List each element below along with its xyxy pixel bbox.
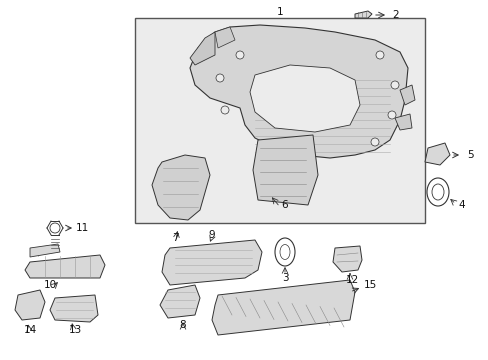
Polygon shape [394,114,411,130]
Text: 1: 1 [276,7,283,17]
Bar [135,18,424,223]
Text: 14: 14 [23,325,37,335]
Circle shape [387,111,395,119]
Circle shape [370,138,378,146]
Polygon shape [152,155,209,220]
Text: 12: 12 [345,275,358,285]
Polygon shape [190,25,407,158]
Text: 11: 11 [75,223,88,233]
Text: 8: 8 [179,320,186,330]
Polygon shape [252,135,317,205]
Circle shape [375,51,383,59]
Text: 6: 6 [281,200,288,210]
Text: 13: 13 [68,325,81,335]
Ellipse shape [426,178,448,206]
Polygon shape [25,255,105,278]
Circle shape [390,81,398,89]
Text: 5: 5 [466,150,472,160]
Text: 15: 15 [363,280,376,290]
Text: 2: 2 [392,10,399,20]
Polygon shape [162,240,262,285]
Circle shape [50,223,60,233]
Ellipse shape [274,238,294,266]
Polygon shape [212,280,354,335]
Polygon shape [399,85,414,105]
Polygon shape [424,143,449,165]
Polygon shape [190,32,215,65]
Text: 3: 3 [281,273,288,283]
Polygon shape [332,246,361,272]
Polygon shape [30,244,60,257]
Text: 10: 10 [43,280,57,290]
Text: 7: 7 [171,233,178,243]
Text: 4: 4 [458,200,465,210]
Ellipse shape [280,244,289,260]
Circle shape [236,51,244,59]
Text: 9: 9 [208,230,215,240]
Ellipse shape [431,184,443,200]
Polygon shape [160,285,200,318]
Polygon shape [50,295,98,322]
Polygon shape [15,290,45,320]
Polygon shape [354,11,371,18]
Circle shape [221,106,228,114]
Polygon shape [249,65,359,132]
Circle shape [216,74,224,82]
Polygon shape [215,27,235,48]
